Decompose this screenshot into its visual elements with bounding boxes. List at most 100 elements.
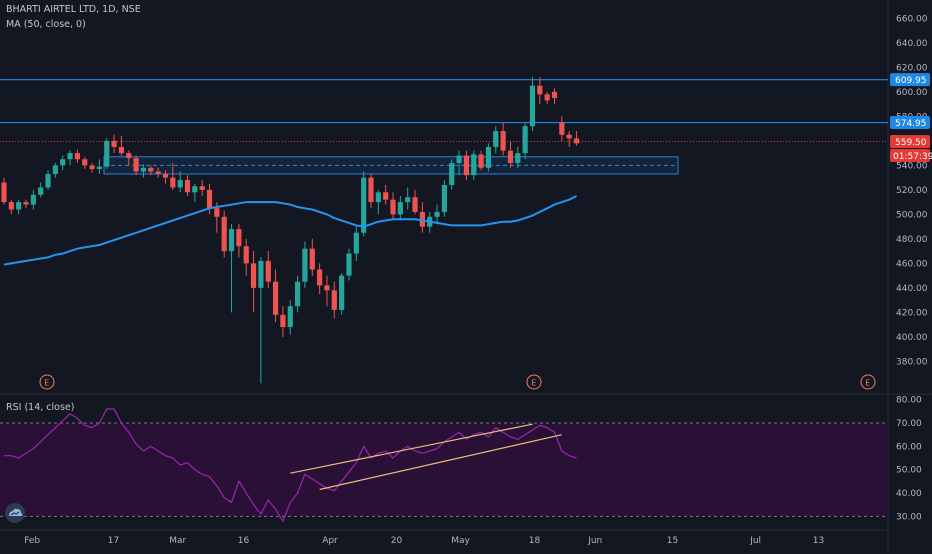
candle-body [67, 153, 73, 160]
candle-body [287, 306, 293, 328]
earnings-marker-icon [526, 374, 542, 390]
tradingview-logo-icon [5, 503, 25, 523]
rsi-axis-tick-label: 70.00 [896, 419, 922, 429]
candle-body [38, 187, 44, 195]
rsi-line [4, 408, 577, 523]
candle-body [434, 211, 440, 217]
price-axis-tick-label: 440.00 [896, 284, 928, 294]
candle-body [258, 260, 264, 288]
candle-body [405, 197, 411, 203]
candle-body [478, 154, 484, 168]
ma-indicator-label: MA (50, close, 0) [6, 19, 86, 30]
candle-body [383, 192, 389, 200]
candle-body [544, 94, 550, 101]
candle-body [353, 232, 359, 254]
candle-body [265, 260, 271, 282]
rsi-indicator-label: RSI (14, close) [6, 402, 75, 413]
candle-body [236, 229, 242, 247]
price-axis-tick-label: 500.00 [896, 210, 928, 220]
candle-body [295, 281, 301, 307]
candle-body [507, 150, 514, 163]
price-axis-tick-label: 620.00 [896, 63, 928, 73]
candle-body [89, 165, 95, 170]
candle-body [449, 162, 455, 185]
candle-body [522, 126, 528, 154]
candle-body [228, 229, 235, 252]
candle-body [537, 85, 543, 95]
candle-body [126, 153, 132, 159]
candle-body [346, 253, 352, 276]
price-axis-tick-label: 480.00 [896, 235, 928, 245]
candle-body [199, 186, 205, 190]
candle-body [23, 202, 29, 205]
candle-body [280, 314, 286, 328]
candle-body [170, 177, 176, 188]
candle-body [339, 275, 345, 310]
earnings-marker-label: E [44, 379, 49, 388]
rsi-axis-tick-label: 80.00 [896, 396, 922, 406]
candle-body [82, 159, 88, 166]
candle-body [485, 147, 492, 168]
candle-body [500, 131, 506, 151]
price-axis-tick-label: 380.00 [896, 357, 928, 367]
candle-body [45, 173, 51, 188]
candle-body [243, 246, 249, 264]
upper-level-badge-text: 609.95 [895, 76, 927, 86]
candle-body [397, 202, 403, 215]
candle-body [559, 122, 565, 135]
last-price-badge [890, 134, 930, 148]
candle-body [60, 159, 66, 166]
candle-body [184, 180, 191, 193]
candle-body [441, 184, 447, 212]
candle-body [324, 285, 330, 291]
candle-body [133, 158, 139, 172]
price-axis-tick-label: 460.00 [896, 259, 928, 269]
candle-body [493, 131, 499, 147]
candle-body [104, 140, 110, 167]
time-axis-tick-label: 16 [238, 536, 250, 546]
candle-body [573, 138, 580, 144]
candle-body [30, 194, 36, 205]
candle-body [111, 140, 117, 147]
candle-body [390, 199, 396, 215]
last-price-badge-text: 559.50 [895, 138, 927, 148]
candle-body [302, 248, 308, 282]
time-axis-tick-label: Mar [169, 536, 186, 546]
candle-body [515, 153, 521, 163]
earnings-marker-label: E [531, 379, 536, 388]
candle-body [8, 202, 14, 210]
candle-body [331, 290, 337, 310]
candle-body [368, 177, 374, 203]
candle-body [551, 91, 558, 98]
time-axis-tick-label: May [451, 536, 470, 546]
candle-body [456, 155, 462, 163]
candle-body [52, 165, 58, 174]
candle-body [140, 167, 147, 172]
time-axis-tick-label: 17 [108, 536, 119, 546]
candle-body [471, 154, 477, 176]
ma-line [3, 195, 577, 266]
rsi-trend-line [290, 423, 533, 474]
candle-body [272, 281, 279, 315]
earnings-marker-icon [39, 374, 55, 390]
countdown-badge [890, 148, 930, 162]
candle-body [361, 177, 367, 233]
time-axis-tick-label: Apr [322, 536, 338, 546]
rsi-axis-tick-label: 60.00 [896, 442, 922, 452]
rsi-axis-tick-label: 50.00 [896, 466, 922, 476]
time-axis-tick-label: 13 [813, 536, 824, 546]
price-axis-tick-label: 520.00 [896, 186, 928, 196]
rsi-band-fill [0, 423, 888, 517]
price-axis-tick-label: 420.00 [896, 308, 928, 318]
candle-body [148, 167, 154, 172]
mid-level-badge-text: 574.95 [895, 119, 927, 129]
price-axis-tick-label: 540.00 [896, 161, 928, 171]
earnings-marker-icon [860, 374, 876, 390]
candle-body [1, 182, 7, 203]
candle-body [566, 134, 572, 139]
candle-body [74, 153, 80, 160]
earnings-marker-label: E [865, 379, 870, 388]
candle-body [162, 173, 169, 178]
